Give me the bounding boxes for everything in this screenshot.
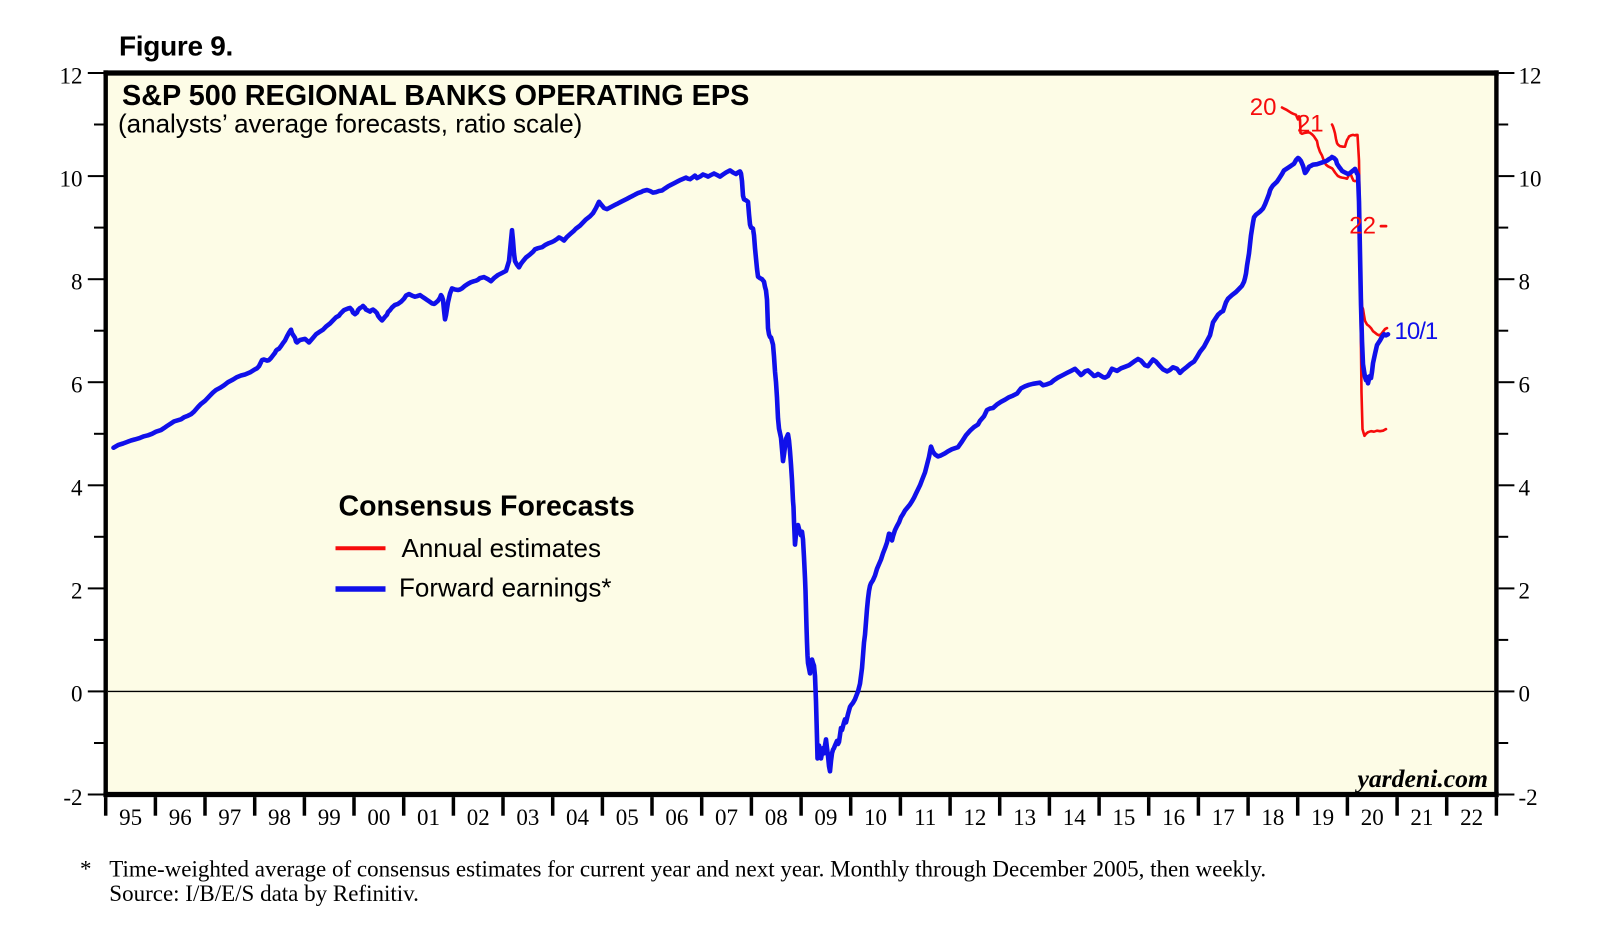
svg-text:02: 02 [467,805,490,830]
svg-text:8: 8 [1519,270,1531,295]
svg-text:21: 21 [1297,111,1324,138]
svg-text:-2: -2 [63,785,82,810]
svg-text:04: 04 [566,805,590,830]
svg-text:Annual estimates: Annual estimates [402,533,601,563]
svg-text:4: 4 [71,476,83,501]
svg-text:19: 19 [1311,805,1334,830]
svg-text:15: 15 [1112,805,1135,830]
svg-text:10: 10 [1519,166,1542,191]
svg-text:2: 2 [1519,579,1531,604]
svg-text:09: 09 [814,805,837,830]
svg-text:-2: -2 [1519,785,1538,810]
svg-text:05: 05 [616,805,639,830]
svg-text:12: 12 [1519,63,1542,88]
svg-text:*: * [80,857,92,882]
svg-text:11: 11 [914,805,936,830]
svg-text:10: 10 [60,166,83,191]
svg-text:Forward earnings*: Forward earnings* [399,573,611,603]
svg-text:Figure 9.: Figure 9. [119,31,233,62]
svg-text:96: 96 [169,805,192,830]
svg-text:yardeni.com: yardeni.com [1354,764,1488,793]
svg-text:10: 10 [864,805,887,830]
svg-text:14: 14 [1063,805,1087,830]
svg-text:12: 12 [60,63,83,88]
svg-text:20: 20 [1361,805,1384,830]
svg-text:00: 00 [367,805,390,830]
svg-text:08: 08 [765,805,788,830]
svg-text:21: 21 [1410,805,1433,830]
svg-text:6: 6 [71,373,83,398]
svg-text:10/1: 10/1 [1395,318,1438,345]
svg-text:97: 97 [218,805,241,830]
svg-text:0: 0 [1519,682,1531,707]
svg-text:18: 18 [1261,805,1284,830]
svg-text:98: 98 [268,805,291,830]
svg-text:06: 06 [665,805,688,830]
svg-text:01: 01 [417,805,440,830]
svg-text:Consensus Forecasts: Consensus Forecasts [339,491,635,523]
svg-text:99: 99 [318,805,341,830]
svg-text:8: 8 [71,270,83,295]
svg-text:07: 07 [715,805,738,830]
svg-text:S&P 500 REGIONAL BANKS OPERATI: S&P 500 REGIONAL BANKS OPERATING EPS [122,80,749,112]
svg-text:12: 12 [963,805,986,830]
svg-text:4: 4 [1519,476,1531,501]
svg-text:6: 6 [1519,373,1531,398]
svg-text:95: 95 [119,805,142,830]
svg-text:13: 13 [1013,805,1036,830]
svg-text:22: 22 [1460,805,1483,830]
svg-text:2: 2 [71,579,83,604]
svg-text:16: 16 [1162,805,1185,830]
svg-text:Source: I/B/E/S data by Refini: Source: I/B/E/S data by Refinitiv. [109,881,419,906]
svg-text:03: 03 [516,805,539,830]
svg-text:22: 22 [1349,213,1376,240]
svg-text:17: 17 [1212,805,1235,830]
svg-text:Time-weighted average of conse: Time-weighted average of consensus estim… [109,857,1266,882]
svg-text:20: 20 [1250,94,1277,121]
svg-text:(analysts’ average forecasts,: (analysts’ average forecasts, ratio scal… [118,109,582,139]
svg-text:0: 0 [71,682,83,707]
